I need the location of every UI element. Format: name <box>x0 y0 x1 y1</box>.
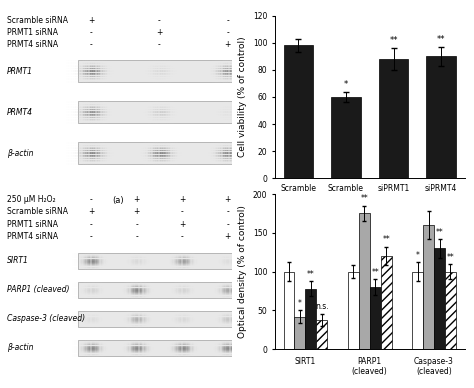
Text: *: * <box>416 251 419 260</box>
Text: -: - <box>226 28 229 37</box>
Text: Scramble siRNA: Scramble siRNA <box>7 207 68 217</box>
Bar <box>348 272 359 349</box>
Text: **: ** <box>371 268 379 277</box>
Bar <box>316 320 327 349</box>
Text: +: + <box>179 220 185 229</box>
Y-axis label: Cell viability (% of control): Cell viability (% of control) <box>238 37 247 157</box>
Text: *: * <box>298 299 302 308</box>
Text: +: + <box>88 207 94 217</box>
Bar <box>283 45 313 178</box>
Text: *: * <box>344 80 348 89</box>
Text: PRMT1 siRNA: PRMT1 siRNA <box>7 220 58 229</box>
Text: **: ** <box>382 236 390 244</box>
Text: -: - <box>226 220 229 229</box>
Text: -: - <box>226 16 229 25</box>
Bar <box>359 213 370 349</box>
Bar <box>370 287 381 349</box>
Bar <box>78 142 241 165</box>
Bar <box>78 311 241 327</box>
Bar <box>294 317 305 349</box>
Text: -: - <box>90 40 92 49</box>
Text: 250 μM H₂O₂: 250 μM H₂O₂ <box>367 213 420 222</box>
Text: **: ** <box>447 253 454 262</box>
Text: 250 μM H₂O₂: 250 μM H₂O₂ <box>7 195 55 204</box>
Text: +: + <box>134 207 140 217</box>
Text: -: - <box>181 207 183 217</box>
Bar <box>305 289 316 349</box>
Text: PRMT4 siRNA: PRMT4 siRNA <box>7 40 58 49</box>
Text: (a): (a) <box>113 196 124 206</box>
Bar <box>78 101 241 123</box>
Text: +: + <box>88 16 94 25</box>
Text: -: - <box>90 232 92 241</box>
Text: **: ** <box>360 194 368 203</box>
Text: +: + <box>225 40 231 49</box>
Text: PRMT4 siRNA: PRMT4 siRNA <box>7 232 58 241</box>
Bar <box>78 282 241 298</box>
Bar <box>381 256 392 349</box>
Text: **: ** <box>436 228 443 237</box>
Text: -: - <box>226 207 229 217</box>
Bar <box>78 60 241 82</box>
Text: β-actin: β-actin <box>7 149 34 158</box>
Text: -: - <box>90 220 92 229</box>
Text: +: + <box>225 232 231 241</box>
Y-axis label: Optical density (% of control): Optical density (% of control) <box>238 205 247 338</box>
Text: +: + <box>179 195 185 204</box>
Bar <box>434 248 445 349</box>
Text: +: + <box>134 195 140 204</box>
Text: -: - <box>181 232 183 241</box>
Text: +: + <box>225 195 231 204</box>
Bar <box>423 225 434 349</box>
Text: Scramble siRNA: Scramble siRNA <box>7 16 68 25</box>
Text: **: ** <box>437 35 446 44</box>
Text: (b): (b) <box>364 236 376 244</box>
Bar <box>379 59 408 178</box>
Bar <box>78 253 241 269</box>
Text: -: - <box>158 40 161 49</box>
Text: n.s.: n.s. <box>315 302 328 311</box>
Text: β-actin: β-actin <box>7 343 34 352</box>
Bar <box>412 272 423 349</box>
Text: -: - <box>90 195 92 204</box>
Bar <box>427 56 456 178</box>
Text: PRMT1: PRMT1 <box>7 67 33 76</box>
Text: +: + <box>156 28 163 37</box>
Bar <box>331 97 361 178</box>
Text: -: - <box>90 28 92 37</box>
Text: **: ** <box>307 270 315 279</box>
Bar <box>78 340 241 356</box>
Text: **: ** <box>389 36 398 45</box>
Text: Caspase-3 (cleaved): Caspase-3 (cleaved) <box>7 314 85 323</box>
Text: -: - <box>135 232 138 241</box>
Text: PARP1 (cleaved): PARP1 (cleaved) <box>7 286 70 294</box>
Bar <box>445 272 456 349</box>
Text: PRMT4: PRMT4 <box>7 107 33 117</box>
Text: -: - <box>158 16 161 25</box>
Text: SIRT1: SIRT1 <box>7 256 29 265</box>
Text: PRMT1 siRNA: PRMT1 siRNA <box>7 28 58 37</box>
Text: -: - <box>135 220 138 229</box>
Bar <box>283 272 294 349</box>
